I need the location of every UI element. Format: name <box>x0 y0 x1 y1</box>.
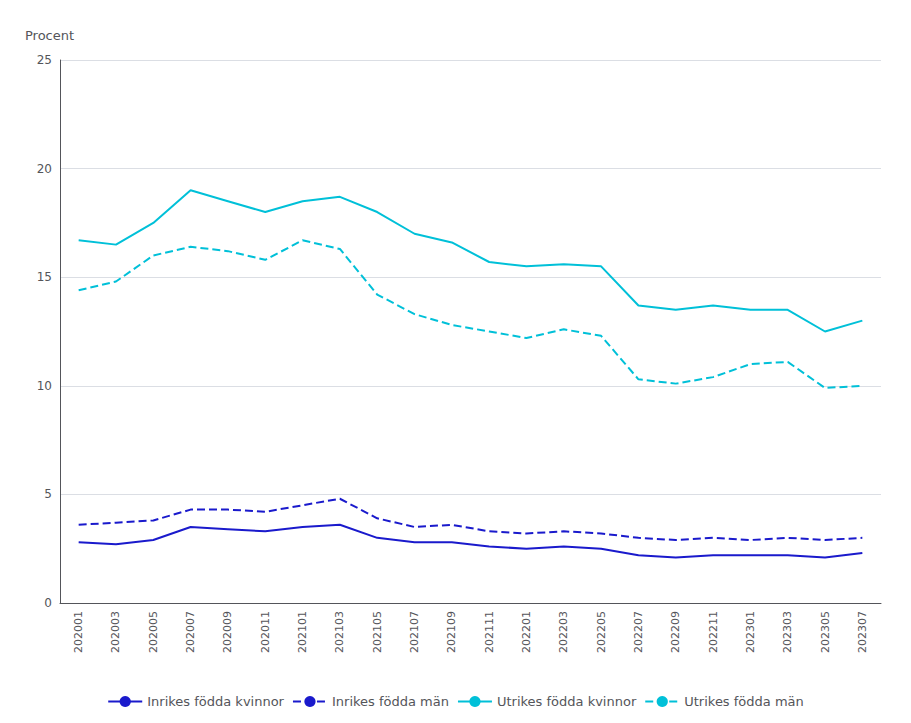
svg-text:Inrikes födda män: Inrikes födda män <box>332 694 449 709</box>
svg-text:202303: 202303 <box>781 611 794 653</box>
svg-text:Utrikes födda kvinnor: Utrikes födda kvinnor <box>497 694 637 709</box>
svg-text:Procent: Procent <box>25 28 74 43</box>
svg-text:202207: 202207 <box>632 611 645 653</box>
svg-text:202301: 202301 <box>744 611 757 653</box>
svg-text:Inrikes födda kvinnor: Inrikes födda kvinnor <box>147 694 284 709</box>
svg-text:Utrikes födda män: Utrikes födda män <box>684 694 804 709</box>
svg-text:202005: 202005 <box>147 611 160 653</box>
svg-text:202305: 202305 <box>819 611 832 653</box>
svg-text:202205: 202205 <box>595 611 608 653</box>
svg-text:15: 15 <box>37 270 52 284</box>
svg-text:0: 0 <box>44 596 52 610</box>
svg-text:202105: 202105 <box>371 611 384 653</box>
svg-text:25: 25 <box>37 53 52 67</box>
svg-text:202307: 202307 <box>856 611 869 653</box>
svg-text:202003: 202003 <box>109 611 122 653</box>
svg-text:10: 10 <box>37 379 52 393</box>
svg-text:202111: 202111 <box>483 611 496 653</box>
svg-text:202001: 202001 <box>72 611 85 653</box>
svg-text:202209: 202209 <box>669 611 682 653</box>
svg-text:202201: 202201 <box>520 611 533 653</box>
svg-text:202107: 202107 <box>408 611 421 653</box>
svg-text:5: 5 <box>44 487 52 501</box>
svg-text:202011: 202011 <box>259 611 272 653</box>
svg-text:20: 20 <box>37 162 52 176</box>
svg-text:202007: 202007 <box>184 611 197 653</box>
svg-text:202211: 202211 <box>707 611 720 653</box>
svg-text:202009: 202009 <box>221 611 234 653</box>
svg-text:202203: 202203 <box>557 611 570 653</box>
svg-text:202109: 202109 <box>445 611 458 653</box>
svg-text:202103: 202103 <box>333 611 346 653</box>
svg-text:202101: 202101 <box>296 611 309 653</box>
